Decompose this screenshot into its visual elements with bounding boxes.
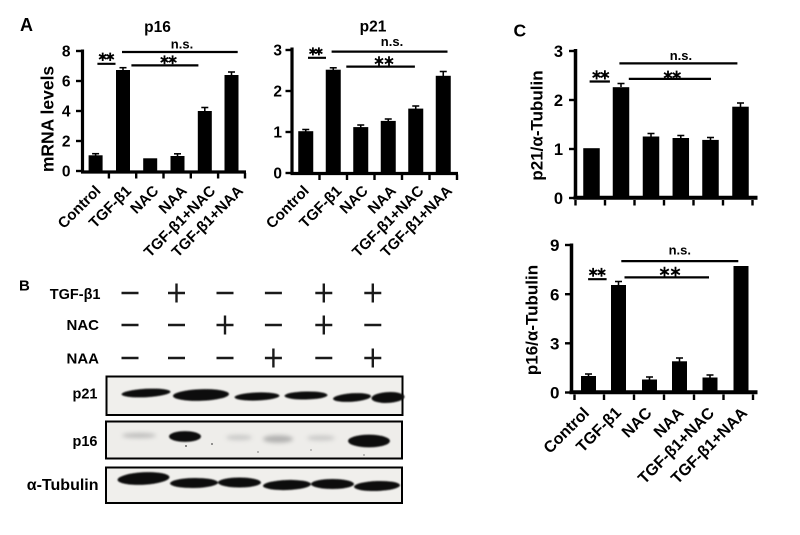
svg-text:0: 0 <box>550 384 559 403</box>
svg-text:0: 0 <box>62 164 71 181</box>
svg-text:4: 4 <box>62 104 71 121</box>
svg-text:n.s.: n.s. <box>381 34 403 49</box>
svg-text:0: 0 <box>554 190 563 208</box>
svg-text:2: 2 <box>273 84 282 101</box>
svg-text:p21: p21 <box>360 19 387 36</box>
svg-text:3: 3 <box>554 43 563 61</box>
svg-text:A: A <box>20 15 33 35</box>
svg-text:α-Tubulin: α-Tubulin <box>27 477 99 494</box>
svg-text:NAC: NAC <box>67 317 100 334</box>
svg-text:p16: p16 <box>73 434 98 450</box>
svg-text:n.s.: n.s. <box>171 37 193 52</box>
svg-text:8: 8 <box>62 44 71 61</box>
svg-text:p21: p21 <box>73 387 98 403</box>
svg-text:C: C <box>514 21 527 41</box>
svg-text:3: 3 <box>550 335 559 354</box>
svg-text:n.s.: n.s. <box>669 243 691 258</box>
svg-text:n.s.: n.s. <box>670 48 692 63</box>
svg-text:B: B <box>19 278 30 295</box>
svg-text:3: 3 <box>273 43 282 60</box>
svg-text:p16: p16 <box>144 19 171 36</box>
svg-text:2: 2 <box>62 134 71 151</box>
svg-text:1: 1 <box>273 125 282 142</box>
svg-text:6: 6 <box>62 74 71 91</box>
svg-text:6: 6 <box>550 285 559 304</box>
svg-text:p16/α-Tubulin: p16/α-Tubulin <box>523 265 542 375</box>
svg-text:mRNA levels: mRNA levels <box>38 66 58 173</box>
svg-text:TGF-β1: TGF-β1 <box>50 287 101 303</box>
svg-text:NAA: NAA <box>67 351 100 368</box>
svg-text:9: 9 <box>550 236 559 255</box>
svg-text:1: 1 <box>554 141 563 159</box>
svg-text:p21/α-Tubulin: p21/α-Tubulin <box>528 70 547 180</box>
svg-text:2: 2 <box>554 92 563 110</box>
svg-text:0: 0 <box>273 166 282 183</box>
